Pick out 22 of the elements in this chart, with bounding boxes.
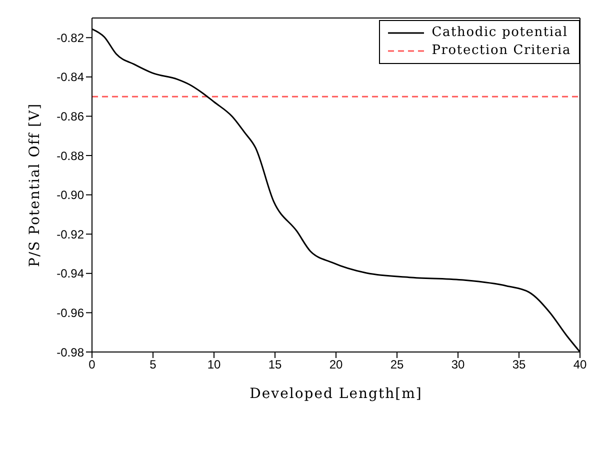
y-tick-label: -0.88 bbox=[56, 148, 84, 163]
y-tick-label: -0.84 bbox=[56, 70, 84, 84]
y-tick-label: -0.96 bbox=[56, 306, 84, 320]
y-tick-label: -0.94 bbox=[56, 266, 84, 281]
legend-label: Protection Criteria bbox=[432, 42, 571, 60]
x-tick-label: 0 bbox=[88, 358, 96, 372]
x-tick-label: 10 bbox=[207, 358, 221, 372]
y-tick-label: -0.90 bbox=[56, 188, 84, 202]
x-axis-title: Developed Length[m] bbox=[250, 386, 422, 402]
x-tick-label: 15 bbox=[268, 358, 282, 372]
legend-label: Cathodic potential bbox=[432, 24, 568, 42]
y-tick-label: -0.82 bbox=[56, 30, 84, 45]
x-tick-label: 40 bbox=[573, 358, 587, 372]
x-tick-label: 25 bbox=[390, 358, 404, 372]
x-tick-label: 5 bbox=[150, 358, 157, 372]
x-tick-label: 20 bbox=[329, 358, 343, 372]
y-tick-label: -0.92 bbox=[56, 227, 84, 242]
y-tick-label: -0.98 bbox=[56, 345, 84, 360]
y-tick-label: -0.86 bbox=[56, 109, 84, 124]
x-tick-label: 35 bbox=[512, 358, 526, 372]
x-tick-label: 30 bbox=[451, 358, 465, 372]
y-axis-title: P/S Potential Off [V] bbox=[26, 102, 43, 268]
